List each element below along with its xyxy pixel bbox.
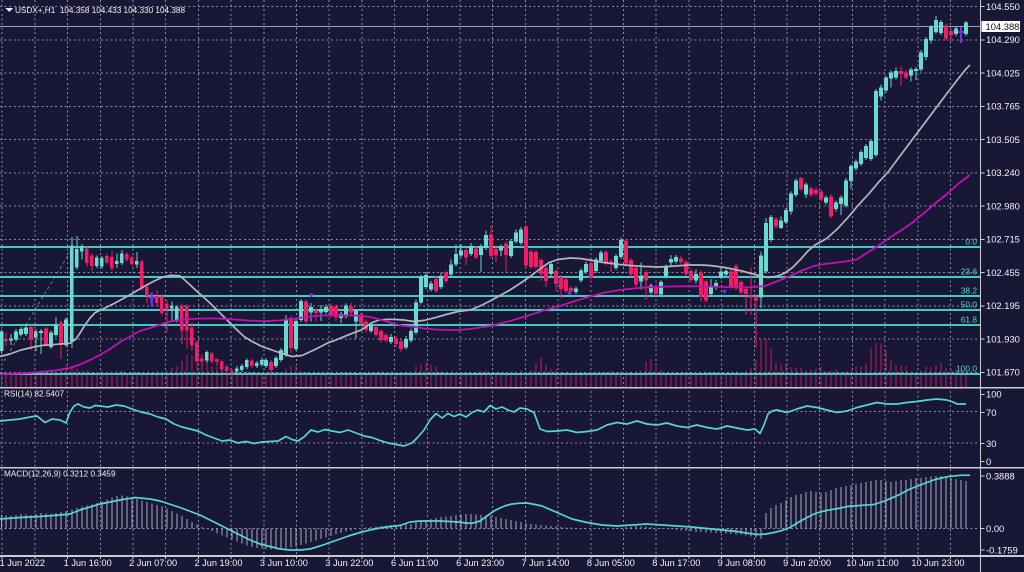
svg-text:104.025: 104.025 <box>986 67 1020 78</box>
svg-text:1 Jun 2022: 1 Jun 2022 <box>0 558 45 568</box>
svg-text:102.455: 102.455 <box>986 267 1020 278</box>
svg-text:70: 70 <box>986 407 996 418</box>
svg-text:103.240: 103.240 <box>986 167 1020 178</box>
svg-text:2 Jun 07:00: 2 Jun 07:00 <box>129 558 177 568</box>
svg-text:6 Jun 23:00: 6 Jun 23:00 <box>456 558 504 568</box>
svg-text:101.930: 101.930 <box>986 333 1020 344</box>
svg-text:9 Jun 20:00: 9 Jun 20:00 <box>783 558 831 568</box>
svg-text:50.0: 50.0 <box>961 300 978 310</box>
svg-text:102.715: 102.715 <box>986 234 1020 245</box>
svg-text:104.550: 104.550 <box>986 1 1020 12</box>
svg-text:0: 0 <box>986 456 991 467</box>
svg-text:1 Jun 16:00: 1 Jun 16:00 <box>64 558 112 568</box>
svg-text:8 Jun 17:00: 8 Jun 17:00 <box>652 558 700 568</box>
svg-text:100: 100 <box>986 389 1002 400</box>
svg-text:7 Jun 14:00: 7 Jun 14:00 <box>521 558 569 568</box>
svg-text:23.6: 23.6 <box>961 267 978 277</box>
svg-text:-0.1759: -0.1759 <box>986 544 1018 555</box>
svg-text:10 Jun 11:00: 10 Jun 11:00 <box>846 558 898 568</box>
svg-text:38.2: 38.2 <box>961 286 978 296</box>
svg-text:30: 30 <box>986 438 996 449</box>
svg-text:0.0: 0.0 <box>965 237 977 247</box>
svg-text:0.3888: 0.3888 <box>986 471 1015 482</box>
svg-text:USDX+,H1 104.358 104.433 104.: USDX+,H1 104.358 104.433 104.330 104.388 <box>15 6 185 15</box>
svg-text:101.670: 101.670 <box>986 367 1020 378</box>
svg-text:104.290: 104.290 <box>986 34 1020 45</box>
svg-text:9 Jun 08:00: 9 Jun 08:00 <box>718 558 766 568</box>
svg-text:6 Jun 11:00: 6 Jun 11:00 <box>391 558 438 568</box>
svg-text:100.0: 100.0 <box>956 364 977 374</box>
svg-text:103.765: 103.765 <box>986 101 1020 112</box>
svg-text:2 Jun 19:00: 2 Jun 19:00 <box>194 558 242 568</box>
svg-text:3 Jun 22:00: 3 Jun 22:00 <box>325 558 373 568</box>
svg-text:102.195: 102.195 <box>986 300 1020 311</box>
svg-text:MACD(12,26,9) 0.3212 0.3459: MACD(12,26,9) 0.3212 0.3459 <box>4 470 116 479</box>
svg-text:RSI(14) 82.5407: RSI(14) 82.5407 <box>4 390 65 399</box>
svg-text:0.00: 0.00 <box>986 523 1004 534</box>
svg-text:104.388: 104.388 <box>986 21 1020 32</box>
svg-text:10 Jun 23:00: 10 Jun 23:00 <box>911 558 964 568</box>
svg-text:102.980: 102.980 <box>986 200 1020 211</box>
svg-text:103.505: 103.505 <box>986 134 1020 145</box>
svg-text:61.8: 61.8 <box>961 314 978 324</box>
svg-text:8 Jun 05:00: 8 Jun 05:00 <box>587 558 635 568</box>
svg-text:3 Jun 10:00: 3 Jun 10:00 <box>260 558 308 568</box>
